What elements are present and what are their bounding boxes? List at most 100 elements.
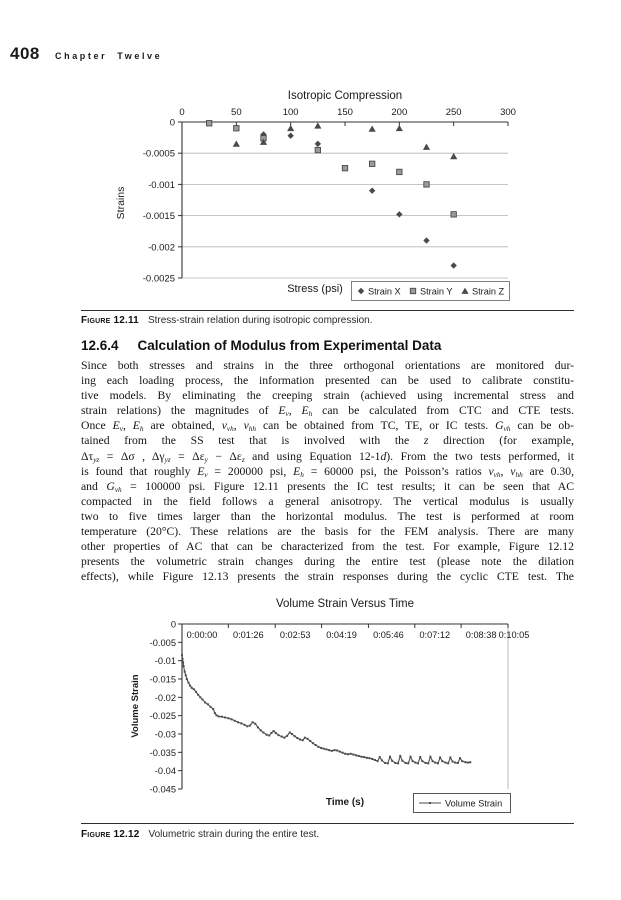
y-tick-label: -0.0015 (143, 211, 175, 222)
data-point-volume-strain (309, 739, 312, 742)
data-point-strain-y (369, 160, 376, 167)
data-point-strain-x (423, 237, 430, 244)
data-point-volume-strain (417, 762, 420, 765)
data-point-volume-strain (427, 762, 430, 765)
volume-strain-chart: Volume Strain Versus Time 0 -0.005 -0.01 -0.… (130, 598, 529, 813)
data-point-volume-strain (456, 761, 459, 764)
data-point-strain-x (450, 262, 457, 269)
data-point-volume-strain (265, 733, 268, 736)
x-tick-label: 0:00:00 (187, 630, 218, 640)
data-point-strain-z (368, 125, 376, 132)
data-point-volume-strain (185, 678, 188, 680)
data-point-volume-strain (365, 756, 368, 759)
data-point-strain-y (423, 181, 430, 188)
data-point-volume-strain (215, 714, 218, 717)
legend-box (413, 793, 511, 813)
data-point-volume-strain (317, 745, 320, 748)
data-point-volume-strain (328, 749, 331, 752)
legend-box (351, 281, 510, 301)
data-point-volume-strain (296, 737, 299, 740)
page-number: 408 (10, 44, 40, 63)
data-point-volume-strain (277, 734, 280, 737)
y-tick-label: -0.0005 (143, 149, 175, 160)
body-line: other properties of AC that can be chara… (81, 540, 574, 554)
data-point-volume-strain (384, 761, 387, 764)
data-point-volume-strain (454, 761, 457, 764)
figure-caption-text: Stress-strain relation during isotropic … (147, 315, 373, 326)
data-point-volume-strain (230, 718, 233, 721)
data-point-volume-strain (181, 654, 183, 657)
figure-label: Figure 12.12 (81, 829, 140, 840)
data-point-volume-strain (371, 757, 374, 760)
body-line: Once Ev, Eh are obtained, νvh, νhh can b… (81, 419, 574, 434)
volume-strain-line (181, 655, 471, 764)
data-point-volume-strain (187, 681, 190, 684)
y-tick-label: -0.005 (150, 638, 176, 648)
data-point-strain-y (341, 165, 349, 172)
data-point-volume-strain (322, 747, 325, 750)
legend-label: Strain Z (472, 287, 505, 297)
data-point-volume-strain (431, 760, 434, 763)
data-point-volume-strain (254, 722, 257, 725)
body-line: strain relations) the magnitudes of Ev, … (81, 404, 575, 419)
y-tick-label: -0.02 (155, 693, 176, 703)
data-point-volume-strain (192, 688, 195, 691)
data-point-strain-x (287, 132, 294, 139)
y-tick-label: -0.002 (148, 242, 175, 253)
y-tick-label: -0.045 (150, 785, 176, 795)
legend-marker-line (429, 802, 431, 804)
data-point-volume-strain (380, 759, 383, 762)
figure-12-12-caption: Figure 12.12 Volumetric strain during the… (81, 829, 574, 840)
data-point-volume-strain (447, 762, 450, 765)
data-point-volume-strain (274, 731, 277, 734)
x-tick-label: 200 (391, 107, 407, 118)
data-point-volume-strain (419, 756, 422, 759)
data-point-volume-strain (182, 661, 185, 664)
body-line: compacted in the field follows a general… (81, 494, 574, 508)
data-point-volume-strain (189, 684, 192, 687)
x-tick-label: 0:02:53 (280, 630, 311, 640)
data-point-volume-strain (399, 755, 402, 757)
data-point-volume-strain (301, 739, 304, 742)
data-point-strain-x (314, 140, 322, 148)
data-point-volume-strain (199, 696, 202, 699)
data-point-strain-y (450, 211, 457, 218)
x-tick-label: 0 (179, 107, 184, 118)
data-point-strain-y (233, 125, 240, 132)
y-tick-label: -0.01 (155, 656, 176, 666)
data-point-volume-strain (449, 756, 452, 759)
x-tick-label: 150 (337, 107, 353, 118)
data-point-volume-strain (240, 722, 243, 725)
x-tick-label: 300 (500, 107, 516, 118)
data-point-volume-strain (262, 731, 265, 734)
data-point-volume-strain (469, 761, 472, 764)
data-point-volume-strain (357, 755, 360, 757)
legend-label: Strain Y (420, 287, 453, 297)
x-axis-title: Stress (psi) (287, 283, 343, 295)
data-point-volume-strain (360, 755, 363, 758)
data-point-volume-strain (259, 729, 262, 732)
data-point-strain-y (396, 168, 403, 176)
data-point-volume-strain (204, 701, 207, 704)
data-point-volume-strain (280, 735, 283, 738)
data-point-volume-strain (256, 726, 259, 729)
data-point-volume-strain (325, 748, 328, 751)
data-point-volume-strain (407, 762, 410, 765)
data-point-volume-strain (270, 731, 273, 734)
data-point-volume-strain (341, 751, 344, 754)
data-point-strain-z (287, 124, 295, 132)
data-point-volume-strain (404, 761, 407, 764)
body-line: effects), while Figure 12.13 presents th… (81, 570, 574, 584)
section-title: Calculation of Modulus from Experimental… (137, 338, 442, 353)
x-tick-label: 100 (283, 107, 299, 118)
data-point-volume-strain (272, 730, 275, 733)
data-point-volume-strain (201, 698, 204, 701)
data-point-volume-strain (388, 755, 391, 758)
data-point-volume-strain (251, 721, 254, 724)
data-point-volume-strain (409, 755, 412, 758)
figure-label: Figure 12.11 (81, 315, 139, 326)
y-axis-title: Volume Strain (130, 674, 141, 737)
data-point-volume-strain (303, 736, 306, 739)
data-point-volume-strain (311, 742, 314, 745)
body-line: is found that roughly Ev = 200000 psi, E… (81, 464, 574, 479)
